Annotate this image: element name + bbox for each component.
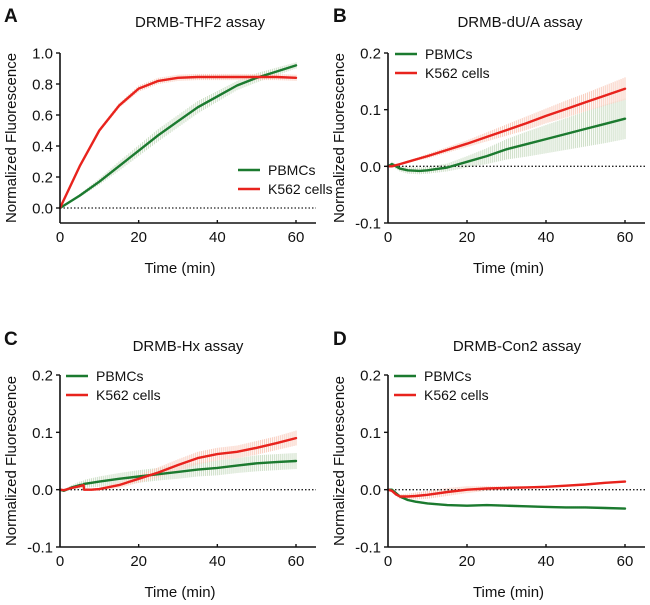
y-axis-label: Normalized Fluorescence: [3, 53, 20, 223]
x-tick-label: 20: [130, 229, 147, 246]
y-tick-label: 0.4: [32, 139, 53, 156]
y-axis-label: Normalized Fluorescence: [331, 376, 348, 546]
x-tick-label: 0: [56, 553, 64, 570]
legend-label: PBMCs: [96, 368, 143, 384]
x-tick-label: 0: [384, 553, 392, 570]
x-axis-label: Time (min): [473, 584, 544, 601]
x-tick-label: 20: [130, 553, 147, 570]
panel-letter: D: [333, 329, 347, 350]
x-tick-label: 20: [459, 229, 476, 246]
x-tick-label: 0: [56, 229, 64, 246]
panel-d: D DRMB-Con2 assay -0.1 0.0 0.1 0.2 0 20 40 60 Time…: [331, 329, 645, 601]
x-tick-label: 40: [538, 229, 555, 246]
x-tick-label: 20: [459, 553, 476, 570]
y-tick-label: 0.1: [360, 102, 381, 119]
y-tick-label: 0.2: [32, 368, 53, 385]
chart-title: DRMB-Hx assay: [133, 338, 244, 355]
x-axis-label: Time (min): [144, 584, 215, 601]
legend-label: PBMCs: [424, 368, 471, 384]
series-line-k562-cells: [58, 75, 298, 210]
y-axis-label: Normalized Fluorescence: [3, 376, 20, 546]
x-tick-label: 0: [384, 229, 392, 246]
panel-c: C DRMB-Hx assay -0.1 0.0 0.1 0.2 0 20 40 60 Time (…: [3, 329, 316, 601]
series-line-k562-cells: [386, 87, 627, 168]
x-tick-label: 40: [538, 553, 555, 570]
panel-b: B DRMB-dU/A assay -0.1 0.0 0.1 0.2 0 20 40 60 Time…: [331, 6, 645, 277]
y-tick-label: 0.1: [360, 425, 381, 442]
x-axis-label: Time (min): [473, 260, 544, 277]
legend-label: K562 cells: [424, 387, 489, 403]
legend: PBMCs K562 cells: [395, 46, 490, 81]
legend: PBMCs K562 cells: [66, 368, 161, 403]
legend-label: K562 cells: [268, 181, 333, 197]
chart-title: DRMB-dU/A assay: [457, 14, 583, 31]
chart-title: DRMB-THF2 assay: [135, 14, 266, 31]
legend: PBMCs K562 cells: [238, 162, 333, 197]
chart-title: DRMB-Con2 assay: [453, 338, 582, 355]
x-tick-label: 60: [288, 229, 305, 246]
legend-label: PBMCs: [268, 162, 315, 178]
panel-a: A DRMB-THF2 assay 0.0 0.2 0.4 0.6 0.8 1.0 0 20 40 6…: [3, 6, 333, 277]
y-tick-label: 0.6: [32, 108, 53, 125]
x-tick-label: 60: [288, 553, 305, 570]
series-line-pbmcs: [386, 117, 627, 173]
series-line-k562-cells: [386, 480, 627, 498]
series-line-k562-cells: [58, 436, 298, 492]
y-tick-label: -0.1: [27, 540, 53, 557]
y-tick-label: -0.1: [355, 216, 381, 233]
y-tick-label: -0.1: [355, 540, 381, 557]
y-tick-label: 0.2: [360, 368, 381, 385]
y-axis-label: Normalized Fluorescence: [331, 53, 348, 223]
y-tick-label: 0.0: [32, 482, 53, 499]
y-tick-label: 0.1: [32, 425, 53, 442]
y-tick-label: 0.0: [360, 482, 381, 499]
panel-letter: A: [4, 6, 18, 27]
y-tick-label: 0.2: [32, 170, 53, 187]
panel-letter: B: [333, 6, 347, 27]
y-tick-label: 1.0: [32, 46, 53, 63]
y-tick-label: 0.2: [360, 46, 381, 63]
legend-label: K562 cells: [425, 65, 490, 81]
x-tick-label: 60: [617, 553, 634, 570]
legend-label: PBMCs: [425, 46, 472, 62]
panel-letter: C: [4, 329, 18, 350]
x-tick-label: 40: [209, 553, 226, 570]
y-tick-label: 0.0: [360, 159, 381, 176]
x-tick-label: 40: [209, 229, 226, 246]
x-axis-label: Time (min): [144, 260, 215, 277]
y-tick-label: 0.0: [32, 201, 53, 218]
legend: PBMCs K562 cells: [394, 368, 489, 403]
x-tick-label: 60: [617, 229, 634, 246]
legend-label: K562 cells: [96, 387, 161, 403]
y-tick-label: 0.8: [32, 77, 53, 94]
